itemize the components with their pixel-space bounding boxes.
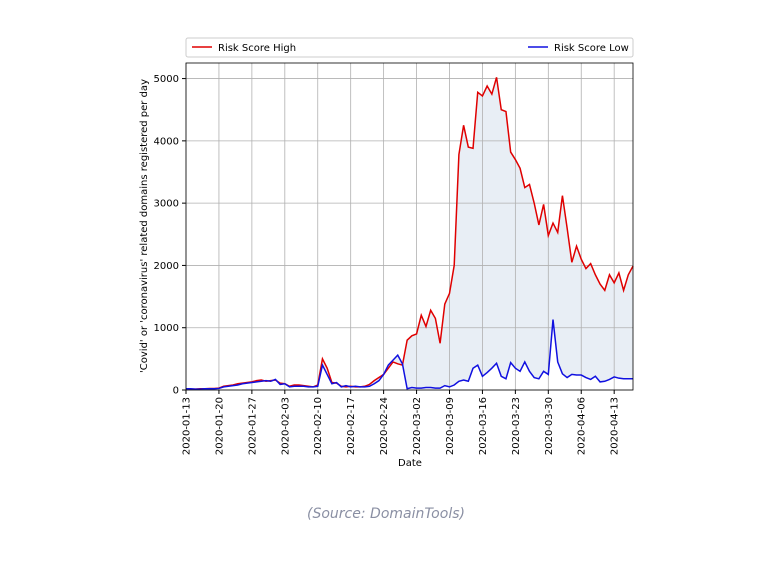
x-tick-label: 2020-01-27	[247, 397, 258, 455]
data-line	[186, 319, 633, 390]
x-tick-label: 2020-04-06	[577, 397, 588, 455]
x-tick-label: 2020-01-20	[214, 397, 225, 455]
x-tick-label: 2020-01-13	[182, 397, 193, 455]
y-axis-label: 'Covid' or 'coronavirus' related domains…	[139, 79, 150, 373]
y-tick-label: 0	[173, 386, 179, 397]
x-tick-label: 2020-02-24	[379, 397, 390, 455]
x-tick-label: 2020-02-10	[313, 397, 324, 455]
x-tick-label: 2020-03-30	[544, 397, 555, 455]
y-tick-label: 4000	[154, 136, 179, 147]
y-tick-label: 2000	[154, 261, 179, 272]
legend-label: Risk Score Low	[554, 43, 629, 54]
legend-box	[185, 37, 634, 58]
plot-frame	[185, 62, 634, 391]
x-axis-label: Date	[398, 458, 422, 469]
x-tick-label: 2020-03-02	[412, 397, 423, 455]
x-tick-label: 2020-04-13	[610, 397, 621, 455]
legend-label: Risk Score High	[218, 43, 296, 54]
fill-between	[186, 77, 633, 390]
y-tick-label: 5000	[154, 74, 179, 85]
y-tick-label: 1000	[154, 323, 179, 334]
data-line	[185, 77, 634, 390]
x-tick-label: 2020-03-09	[445, 397, 456, 455]
x-tick-label: 2020-03-23	[511, 397, 522, 455]
x-tick-label: 2020-02-17	[346, 397, 357, 455]
x-tick-label: 2020-02-03	[280, 397, 291, 455]
y-tick-label: 3000	[154, 199, 179, 210]
x-tick-label: 2020-03-16	[478, 397, 489, 455]
source-caption: (Source: DomainTools)	[307, 506, 465, 522]
